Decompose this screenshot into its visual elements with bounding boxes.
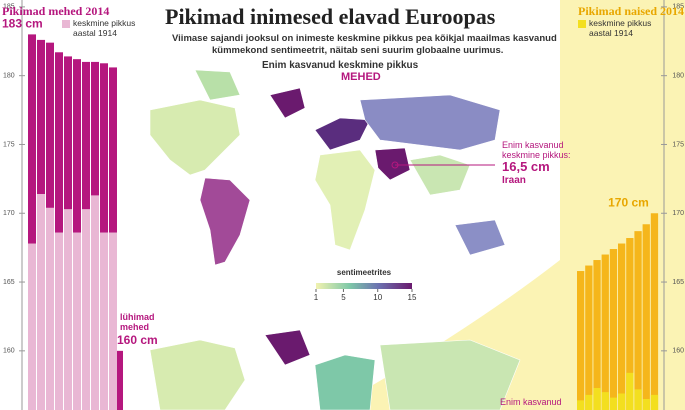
bar bbox=[585, 394, 593, 410]
data-label: 170 cm bbox=[608, 195, 649, 209]
x-tick-label: 5 bbox=[341, 293, 346, 302]
bar bbox=[100, 232, 108, 410]
bar bbox=[601, 392, 609, 410]
bar bbox=[593, 260, 601, 410]
x-tick-label: 10 bbox=[373, 293, 382, 302]
y-tick-label: 175 bbox=[672, 141, 684, 148]
bar bbox=[650, 394, 659, 410]
bar bbox=[618, 393, 626, 410]
y-tick-label: 170 bbox=[3, 210, 15, 217]
colorbar bbox=[316, 283, 412, 289]
bar bbox=[109, 232, 117, 410]
bar bbox=[73, 232, 81, 410]
x-tick-label: 1 bbox=[314, 293, 319, 302]
bar bbox=[37, 193, 45, 410]
y-tick-label: 180 bbox=[3, 73, 15, 80]
bar bbox=[593, 387, 601, 410]
annotation-country: Iraan bbox=[502, 175, 526, 186]
x-tick-label: 15 bbox=[408, 293, 417, 302]
bar bbox=[577, 400, 585, 410]
bar bbox=[585, 265, 593, 410]
world-map-2 bbox=[149, 329, 521, 410]
y-tick-label: 170 bbox=[672, 210, 684, 217]
chart-title: Pikimad naised 2014 bbox=[578, 4, 685, 18]
y-tick-label: 185 bbox=[3, 4, 15, 11]
data-label: 160 cm bbox=[117, 333, 158, 347]
world-map bbox=[149, 69, 506, 266]
colorbar-title: sentimeetrites bbox=[337, 268, 392, 277]
bar bbox=[634, 231, 642, 410]
bar bbox=[642, 224, 650, 410]
annotation: lühimad mehed bbox=[120, 312, 155, 332]
y-tick-label: 185 bbox=[672, 4, 684, 11]
bar bbox=[577, 271, 585, 410]
annotation: Enim kasvanud bbox=[502, 140, 564, 150]
subtitle: kümmekond sentimeetrit, näitab seni suur… bbox=[212, 45, 504, 56]
bar bbox=[634, 389, 642, 410]
bar bbox=[91, 195, 99, 410]
bar bbox=[55, 232, 63, 410]
legend-label: keskmine pikkus aastal 1914 bbox=[73, 18, 136, 38]
annotation-dot bbox=[391, 161, 399, 169]
bar bbox=[82, 209, 90, 410]
title: Pikimad inimesed elavad Euroopas bbox=[165, 4, 496, 29]
bar bbox=[642, 398, 650, 410]
bar bbox=[601, 254, 609, 410]
legend-label: keskmine pikkus aastal 1914 bbox=[589, 18, 652, 38]
data-label: 183 cm bbox=[2, 17, 43, 31]
annotation-value: 16,5 cm bbox=[502, 159, 550, 174]
map-title: Enim kasvanud keskmine pikkus bbox=[262, 60, 419, 71]
bar bbox=[618, 243, 626, 410]
bar bbox=[46, 207, 54, 410]
bar bbox=[626, 372, 634, 410]
y-tick-label: 175 bbox=[3, 141, 15, 148]
annotation: Enim kasvanud bbox=[500, 397, 562, 407]
map-subtitle: MEHED bbox=[341, 71, 381, 83]
y-tick-label: 165 bbox=[3, 279, 15, 286]
bar bbox=[55, 52, 63, 410]
bar bbox=[28, 34, 36, 410]
bar bbox=[626, 238, 634, 410]
bar bbox=[609, 249, 618, 410]
bar bbox=[117, 350, 123, 410]
y-tick-label: 165 bbox=[672, 279, 684, 286]
annotation: keskmine pikkus: bbox=[502, 150, 571, 160]
legend-swatch bbox=[62, 20, 70, 28]
legend-swatch bbox=[578, 20, 586, 28]
bar bbox=[64, 209, 72, 410]
subtitle: Viimase sajandi jooksul on inimeste kesk… bbox=[172, 33, 557, 44]
bar bbox=[650, 213, 659, 410]
y-tick-label: 180 bbox=[672, 73, 684, 80]
chart-title: Pikimad mehed 2014 bbox=[2, 4, 110, 18]
bar bbox=[609, 397, 618, 410]
bar bbox=[28, 243, 36, 410]
y-tick-label: 160 bbox=[672, 348, 684, 355]
y-tick-label: 160 bbox=[3, 348, 15, 355]
